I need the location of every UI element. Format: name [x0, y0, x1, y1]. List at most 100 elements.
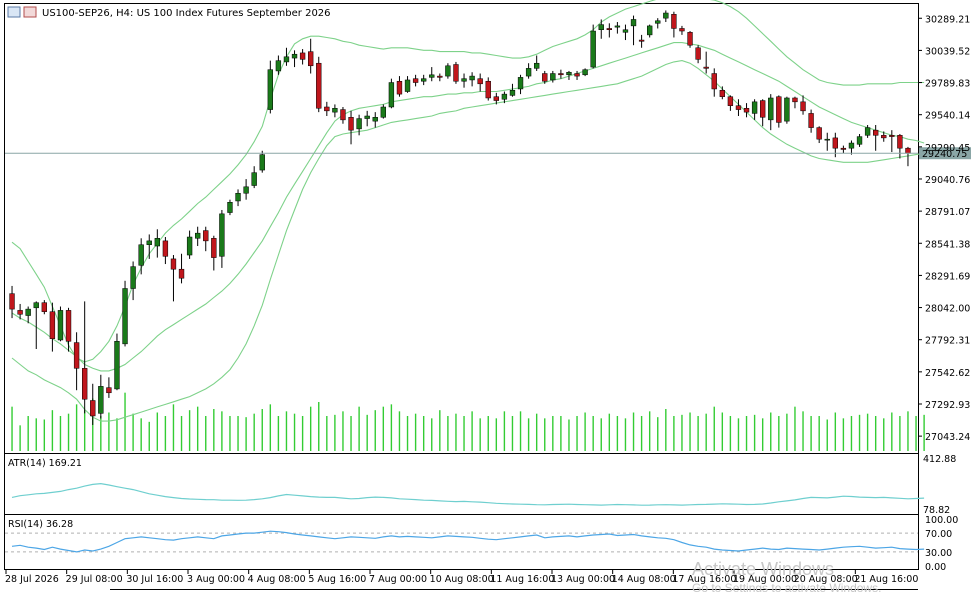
candle[interactable] [227, 199, 233, 216]
candle[interactable] [203, 226, 209, 252]
candle[interactable] [162, 237, 169, 265]
candle[interactable] [485, 77, 491, 101]
candle[interactable] [477, 73, 483, 92]
candle[interactable] [509, 83, 516, 97]
candle[interactable] [897, 134, 903, 159]
candle[interactable] [558, 69, 564, 79]
candle[interactable] [630, 15, 637, 46]
candle[interactable] [251, 166, 257, 189]
candle[interactable] [873, 125, 879, 151]
candle[interactable] [380, 104, 386, 119]
candle[interactable] [98, 374, 104, 419]
candle[interactable] [671, 11, 677, 38]
candle[interactable] [324, 101, 330, 116]
candle[interactable] [186, 230, 193, 259]
candle[interactable] [517, 74, 524, 95]
candle[interactable] [550, 70, 556, 83]
candle[interactable] [848, 140, 855, 155]
candle[interactable] [130, 261, 136, 301]
candle[interactable] [574, 70, 580, 80]
candle[interactable] [590, 24, 596, 69]
candle[interactable] [235, 189, 241, 207]
candle[interactable] [881, 131, 887, 142]
candle[interactable] [655, 18, 661, 29]
candle[interactable] [711, 68, 717, 97]
candle[interactable] [598, 19, 604, 39]
candle[interactable] [445, 63, 451, 79]
candle[interactable] [33, 301, 39, 350]
candle[interactable] [25, 306, 31, 324]
candle[interactable] [73, 332, 80, 391]
candle[interactable] [388, 78, 395, 109]
candle[interactable] [57, 306, 64, 342]
time-axis[interactable]: 28 Jul 2026 29 Jul 08:00 30 Jul 16:00 3 Aug… [5, 570, 918, 585]
candle[interactable] [138, 238, 144, 275]
candle[interactable] [219, 209, 225, 268]
candle[interactable] [82, 301, 88, 414]
candle[interactable] [41, 300, 47, 315]
candle[interactable] [840, 145, 847, 154]
candle[interactable] [211, 235, 217, 271]
candle[interactable] [421, 74, 427, 86]
candle[interactable] [493, 92, 499, 105]
candle[interactable] [154, 229, 160, 258]
candle[interactable] [412, 74, 419, 87]
candle[interactable] [195, 226, 201, 247]
candle[interactable] [679, 25, 685, 35]
candle[interactable] [17, 303, 23, 320]
candle[interactable] [776, 95, 782, 128]
candle[interactable] [332, 104, 338, 118]
candle[interactable] [9, 285, 15, 319]
candle[interactable] [542, 70, 548, 84]
candle[interactable] [106, 377, 112, 398]
candle[interactable] [800, 95, 806, 115]
candle[interactable] [566, 70, 572, 80]
candle[interactable] [404, 76, 411, 93]
candle[interactable] [308, 38, 314, 74]
candle[interactable] [606, 23, 612, 38]
candle[interactable] [889, 130, 895, 153]
candle[interactable] [65, 307, 72, 352]
candle[interactable] [735, 99, 742, 116]
candle[interactable] [768, 94, 774, 131]
candle[interactable] [751, 99, 758, 120]
candle[interactable] [816, 126, 822, 144]
candle[interactable] [49, 302, 56, 352]
candle[interactable] [291, 50, 298, 68]
candle[interactable] [340, 106, 346, 124]
candle[interactable] [647, 24, 653, 38]
candle[interactable] [122, 280, 128, 347]
candle[interactable] [429, 67, 435, 82]
candle[interactable] [856, 134, 863, 147]
candle[interactable] [864, 125, 871, 138]
candle[interactable] [316, 56, 322, 113]
candle[interactable] [243, 179, 249, 200]
candle[interactable] [372, 112, 378, 128]
candle[interactable] [703, 51, 709, 74]
candle[interactable] [299, 49, 306, 65]
candle[interactable] [283, 47, 290, 66]
candle[interactable] [695, 45, 701, 64]
candle[interactable] [525, 63, 532, 79]
candle[interactable] [760, 99, 766, 127]
candle[interactable] [437, 73, 443, 82]
candle[interactable] [348, 110, 354, 145]
candle[interactable] [792, 96, 798, 109]
candle[interactable] [719, 86, 725, 100]
candle[interactable] [275, 55, 282, 75]
candle[interactable] [614, 22, 621, 34]
candle[interactable] [824, 132, 830, 151]
candle[interactable] [396, 76, 403, 97]
candle[interactable] [146, 234, 152, 259]
candle[interactable] [178, 253, 185, 284]
candle[interactable] [534, 55, 540, 71]
candle[interactable] [259, 150, 265, 173]
candle[interactable] [364, 110, 370, 127]
candlesticks[interactable] [9, 10, 911, 425]
candle[interactable] [784, 96, 790, 124]
candle[interactable] [267, 60, 273, 114]
candle[interactable] [356, 114, 362, 136]
candle[interactable] [114, 333, 120, 391]
candle[interactable] [469, 72, 475, 87]
